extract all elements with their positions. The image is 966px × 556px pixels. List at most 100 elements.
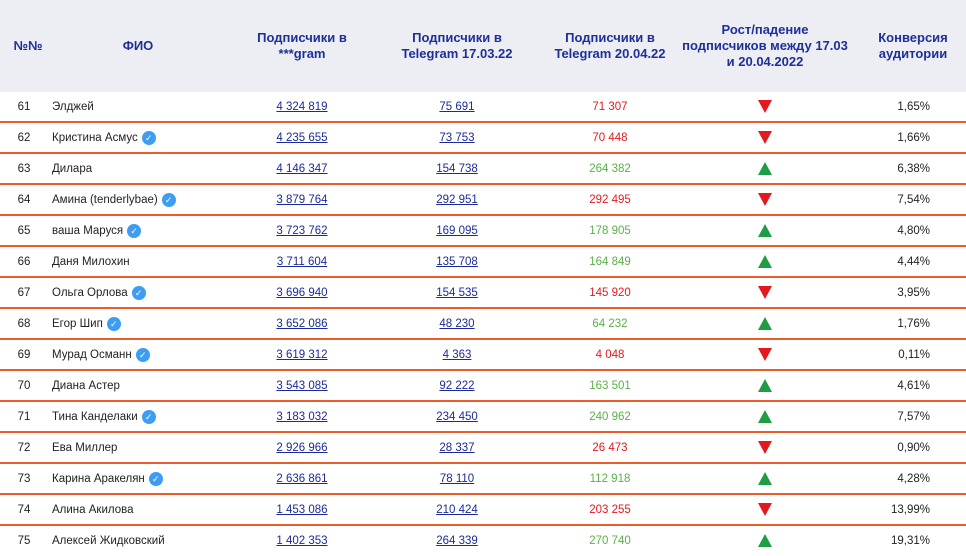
verified-check-icon: ✓ <box>106 316 121 331</box>
trend-up-icon <box>758 534 772 547</box>
gram-subscribers-cell: 4 235 655 <box>250 123 354 152</box>
table-row: 75 Алексей Жидковский 1 402 353 264 339 270 … <box>0 526 966 555</box>
header-tg17: Подписчики в Telegram 17.03.22 <box>401 30 513 61</box>
tg-subscribers-0317-link[interactable]: 92 222 <box>439 379 475 392</box>
person-name: Дилара <box>52 162 93 175</box>
person-name: Егор Шип <box>52 317 103 330</box>
gram-subscribers-link[interactable]: 3 711 604 <box>276 255 328 268</box>
gram-subscribers-link[interactable]: 4 235 655 <box>276 131 328 144</box>
person-name: Диана Астер <box>52 379 120 392</box>
trend-cell <box>700 309 830 338</box>
trend-cell <box>700 92 830 121</box>
tg-subscribers-0420: 26 473 <box>592 441 628 454</box>
tg-subscribers-0317-link[interactable]: 210 424 <box>436 503 478 516</box>
gram-subscribers-cell: 3 619 312 <box>250 340 354 369</box>
gram-subscribers-link[interactable]: 3 543 085 <box>276 379 328 392</box>
header-tg20: Подписчики в Telegram 20.04.22 <box>554 30 666 61</box>
conversion-rate: 6,38% <box>897 162 930 175</box>
person-name-cell: Кристина Асмус ✓ <box>52 123 242 152</box>
gram-subscribers-link[interactable]: 3 619 312 <box>276 348 328 361</box>
person-name-cell: Ева Миллер <box>52 433 242 462</box>
table-row: 67 Ольга Орлова ✓ 3 696 940 154 535 145 920 3,… <box>0 278 966 309</box>
verified-check-icon: ✓ <box>148 471 163 486</box>
conversion-rate: 3,95% <box>897 286 930 299</box>
gram-subscribers-link[interactable]: 3 652 086 <box>276 317 328 330</box>
person-name-cell: Дилара <box>52 154 242 183</box>
conversion-rate: 1,65% <box>897 100 930 113</box>
tg-subscribers-0317-cell: 78 110 <box>405 464 509 493</box>
trend-cell <box>700 154 830 183</box>
conversion-rate: 7,54% <box>897 193 930 206</box>
table-row: 64 Амина (tenderlybae) ✓ 3 879 764 292 951 29… <box>0 185 966 216</box>
tg-subscribers-0317-cell: 48 230 <box>405 309 509 338</box>
gram-subscribers-cell: 1 453 086 <box>250 495 354 524</box>
person-name-cell: Даня Милохин <box>52 247 242 276</box>
tg-subscribers-0420: 64 232 <box>592 317 628 330</box>
person-name-cell: ваша Маруся ✓ <box>52 216 242 245</box>
trend-cell <box>700 371 830 400</box>
tg-subscribers-0317-cell: 154 738 <box>405 154 509 183</box>
tg-subscribers-0317-link[interactable]: 75 691 <box>439 100 475 113</box>
person-name: Алина Акилова <box>52 503 134 516</box>
row-number: 68 <box>17 317 31 330</box>
tg-subscribers-0317-link[interactable]: 264 339 <box>436 534 478 547</box>
gram-subscribers-link[interactable]: 3 696 940 <box>276 286 328 299</box>
tg-subscribers-0317-link[interactable]: 234 450 <box>436 410 478 423</box>
row-number: 70 <box>17 379 31 392</box>
trend-cell <box>700 526 830 555</box>
table-row: 68 Егор Шип ✓ 3 652 086 48 230 64 232 1,76% <box>0 309 966 340</box>
tg-subscribers-0317-link[interactable]: 28 337 <box>439 441 475 454</box>
gram-subscribers-link[interactable]: 3 723 762 <box>276 224 328 237</box>
gram-subscribers-link[interactable]: 1 402 353 <box>276 534 328 547</box>
gram-subscribers-link[interactable]: 2 926 966 <box>276 441 328 454</box>
gram-subscribers-cell: 3 696 940 <box>250 278 354 307</box>
person-name-cell: Карина Аракелян ✓ <box>52 464 242 493</box>
trend-cell <box>700 216 830 245</box>
table-row: 69 Мурад Османн ✓ 3 619 312 4 363 4 048 0,11% <box>0 340 966 371</box>
gram-subscribers-link[interactable]: 4 324 819 <box>276 100 328 113</box>
person-name: Мурад Османн <box>52 348 132 361</box>
trend-cell <box>700 247 830 276</box>
gram-subscribers-link[interactable]: 4 146 347 <box>276 162 328 175</box>
tg-subscribers-0317-cell: 92 222 <box>405 371 509 400</box>
header-name: ФИО <box>122 38 154 53</box>
person-name-cell: Ольга Орлова ✓ <box>52 278 242 307</box>
tg-subscribers-0317-link[interactable]: 154 738 <box>436 162 478 175</box>
conversion-rate: 19,31% <box>890 534 930 547</box>
person-name-cell: Элджей <box>52 92 242 121</box>
table-header: №№ ФИО Подписчики в ***gram Подписчики в… <box>0 0 966 92</box>
tg-subscribers-0317-link[interactable]: 4 363 <box>442 348 472 361</box>
gram-subscribers-link[interactable]: 3 879 764 <box>276 193 328 206</box>
conversion-rate: 0,90% <box>897 441 930 454</box>
tg-subscribers-0317-link[interactable]: 78 110 <box>439 472 475 485</box>
row-number: 74 <box>17 503 31 516</box>
tg-subscribers-0317-link[interactable]: 48 230 <box>439 317 475 330</box>
verified-check-icon: ✓ <box>141 130 156 145</box>
trend-up-icon <box>758 472 772 485</box>
tg-subscribers-0317-link[interactable]: 169 095 <box>436 224 478 237</box>
tg-subscribers-0420: 270 740 <box>589 534 631 547</box>
header-gram: Подписчики в ***gram <box>257 30 347 61</box>
gram-subscribers-cell: 3 879 764 <box>250 185 354 214</box>
verified-check-icon: ✓ <box>161 192 176 207</box>
table-row: 71 Тина Канделаки ✓ 3 183 032 234 450 240 962… <box>0 402 966 433</box>
trend-up-icon <box>758 255 772 268</box>
trend-cell <box>700 464 830 493</box>
tg-subscribers-0317-link[interactable]: 135 708 <box>436 255 478 268</box>
tg-subscribers-0420: 178 905 <box>589 224 631 237</box>
table-row: 70 Диана Астер 3 543 085 92 222 163 501 4,61% <box>0 371 966 402</box>
tg-subscribers-0317-link[interactable]: 292 951 <box>436 193 478 206</box>
trend-cell <box>700 402 830 431</box>
tg-subscribers-0317-link[interactable]: 154 535 <box>436 286 478 299</box>
row-number: 72 <box>17 441 31 454</box>
gram-subscribers-link[interactable]: 3 183 032 <box>276 410 328 423</box>
conversion-rate: 4,61% <box>897 379 930 392</box>
gram-subscribers-link[interactable]: 1 453 086 <box>276 503 328 516</box>
trend-down-icon <box>758 193 772 206</box>
tg-subscribers-0420: 145 920 <box>589 286 631 299</box>
tg-subscribers-0317-link[interactable]: 73 753 <box>439 131 475 144</box>
table-body: 61 Элджей 4 324 819 75 691 71 307 1,65% 62 Крис… <box>0 92 966 555</box>
gram-subscribers-link[interactable]: 2 636 861 <box>276 472 328 485</box>
person-name: Ольга Орлова <box>52 286 128 299</box>
